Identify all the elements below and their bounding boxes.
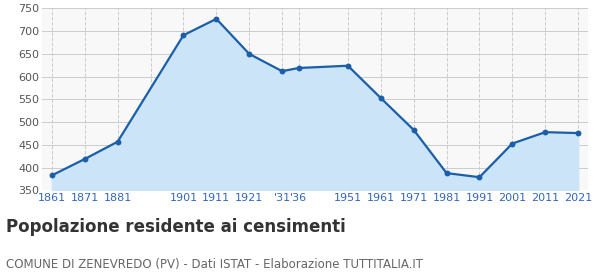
Text: Popolazione residente ai censimenti: Popolazione residente ai censimenti [6, 218, 346, 236]
Point [212, 17, 221, 21]
Point [376, 96, 386, 100]
Point [80, 157, 89, 161]
Text: COMUNE DI ZENEVREDO (PV) - Dati ISTAT - Elaborazione TUTTITALIA.IT: COMUNE DI ZENEVREDO (PV) - Dati ISTAT - … [6, 258, 423, 270]
Point [343, 64, 353, 68]
Point [244, 52, 254, 56]
Point [47, 173, 56, 178]
Point [475, 175, 484, 179]
Point [574, 131, 583, 135]
Point [508, 141, 517, 146]
Point [277, 69, 287, 73]
Point [294, 66, 304, 70]
Point [409, 128, 418, 132]
Point [541, 130, 550, 134]
Point [113, 139, 122, 144]
Point [442, 171, 451, 175]
Point [179, 33, 188, 38]
